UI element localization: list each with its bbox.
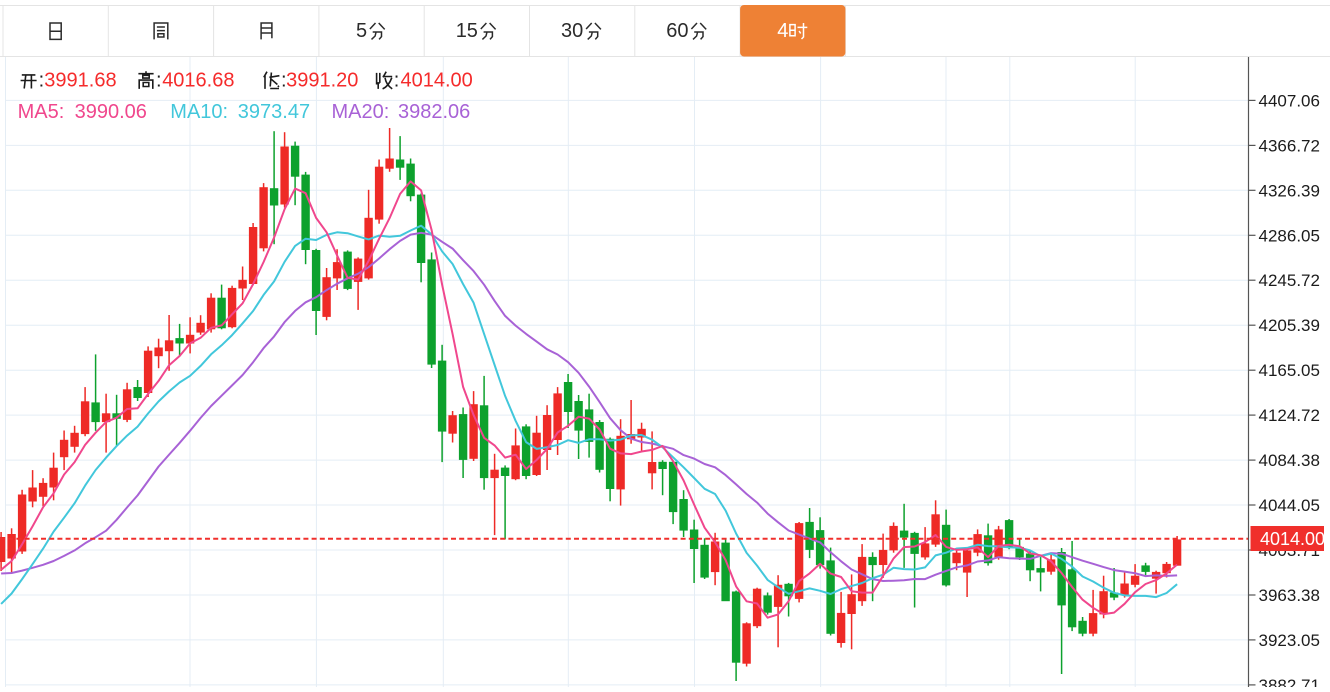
svg-text:3991.20: 3991.20 bbox=[286, 69, 358, 91]
svg-text:4016.68: 4016.68 bbox=[162, 69, 234, 91]
svg-text:MA20:: MA20: bbox=[332, 101, 390, 123]
svg-text:MA10:: MA10: bbox=[170, 101, 228, 123]
svg-text:3963.38: 3963.38 bbox=[1259, 586, 1320, 605]
svg-text::: : bbox=[39, 69, 45, 91]
svg-text:15: 15 bbox=[456, 20, 478, 42]
svg-text:4366.72: 4366.72 bbox=[1259, 136, 1320, 155]
svg-text:4245.72: 4245.72 bbox=[1259, 271, 1320, 290]
svg-text:4286.05: 4286.05 bbox=[1259, 226, 1320, 245]
svg-text:4205.39: 4205.39 bbox=[1259, 316, 1320, 335]
svg-text:MA5:: MA5: bbox=[18, 101, 65, 123]
svg-text:4014.00: 4014.00 bbox=[1260, 529, 1325, 549]
svg-text:4407.06: 4407.06 bbox=[1259, 91, 1320, 110]
svg-text:3982.06: 3982.06 bbox=[398, 101, 470, 123]
svg-text:30: 30 bbox=[561, 20, 583, 42]
svg-text:4: 4 bbox=[777, 20, 788, 42]
svg-text:4124.72: 4124.72 bbox=[1259, 406, 1320, 425]
svg-text::: : bbox=[156, 69, 162, 91]
svg-text:3990.06: 3990.06 bbox=[75, 101, 147, 123]
svg-text:4084.38: 4084.38 bbox=[1259, 451, 1320, 470]
svg-text:3882.71: 3882.71 bbox=[1259, 676, 1320, 687]
svg-text:3923.05: 3923.05 bbox=[1259, 631, 1320, 650]
svg-text:3991.68: 3991.68 bbox=[44, 69, 116, 91]
svg-text::: : bbox=[281, 69, 287, 91]
svg-text:60: 60 bbox=[666, 20, 688, 42]
svg-text:4165.05: 4165.05 bbox=[1259, 361, 1320, 380]
svg-text:3973.47: 3973.47 bbox=[238, 101, 310, 123]
svg-text::: : bbox=[394, 69, 400, 91]
svg-text:4014.00: 4014.00 bbox=[401, 69, 473, 91]
svg-text:4326.39: 4326.39 bbox=[1259, 181, 1320, 200]
svg-text:4044.05: 4044.05 bbox=[1259, 496, 1320, 515]
svg-text:5: 5 bbox=[356, 20, 367, 42]
